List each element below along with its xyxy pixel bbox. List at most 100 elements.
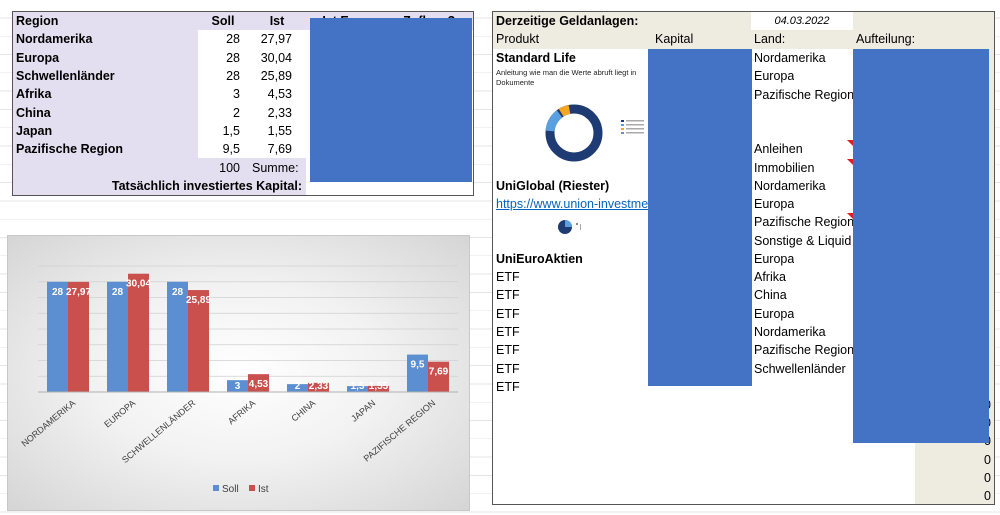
- data-label: 2: [295, 381, 301, 392]
- date-cell[interactable]: 04.03.2022: [751, 12, 853, 31]
- land-cell[interactable]: Pazifische Region: [754, 215, 855, 229]
- redaction-block-aufteilung: [853, 49, 989, 443]
- bar-soll[interactable]: [107, 281, 128, 392]
- sum-label[interactable]: Summe:: [248, 158, 306, 177]
- bar-soll[interactable]: [287, 384, 308, 392]
- cell-soll[interactable]: 28: [226, 32, 240, 47]
- data-label: 28: [112, 287, 124, 298]
- product-unieuroaktien[interactable]: UniEuroAktien: [496, 252, 583, 266]
- cell-region[interactable]: China: [13, 103, 198, 122]
- land-cell[interactable]: Europa: [754, 69, 795, 83]
- cell-ist[interactable]: 27,97: [260, 32, 292, 47]
- legend-label: Soll: [222, 484, 239, 495]
- cell-soll[interactable]: 3: [233, 87, 240, 102]
- bar-soll[interactable]: [167, 281, 188, 392]
- land-cell[interactable]: Pazifische Region: [754, 88, 855, 102]
- product-standard-life[interactable]: Standard Life: [496, 51, 576, 65]
- product-uniglobal[interactable]: UniGlobal (Riester): [496, 179, 610, 193]
- bar-ist[interactable]: [308, 382, 329, 392]
- bar-ist[interactable]: [368, 385, 389, 392]
- cell-soll[interactable]: 2: [233, 105, 240, 120]
- etf-row[interactable]: ETF: [496, 325, 520, 339]
- cell-soll[interactable]: 28: [226, 50, 240, 65]
- capital-label[interactable]: Tatsächlich investiertes Kapital:: [13, 176, 306, 195]
- land-cell[interactable]: Sonstige & Liquid: [754, 234, 852, 248]
- etf-row[interactable]: ETF: [496, 343, 520, 357]
- cell-ist[interactable]: 30,04: [260, 50, 292, 65]
- zero-cell[interactable]: 0: [984, 471, 991, 485]
- category-label: CHINA: [289, 398, 317, 424]
- cell-ist[interactable]: 25,89: [260, 69, 292, 84]
- land-cell[interactable]: China: [754, 288, 787, 302]
- bar-ist[interactable]: [248, 374, 269, 392]
- union-investment-link[interactable]: https://www.union-investment: [496, 197, 651, 211]
- bar-ist[interactable]: [68, 281, 89, 392]
- cell-region[interactable]: Afrika: [13, 85, 198, 104]
- data-label: 9,5: [411, 360, 425, 371]
- cell-region[interactable]: Pazifische Region: [13, 140, 198, 159]
- bar-ist[interactable]: [188, 290, 209, 392]
- cell-soll[interactable]: 1,5: [222, 123, 240, 138]
- bar-soll[interactable]: [407, 354, 428, 392]
- comment-indicator[interactable]: [847, 213, 853, 219]
- land-cell[interactable]: Afrika: [754, 270, 786, 284]
- land-cell[interactable]: Nordamerika: [754, 325, 826, 339]
- land-cell[interactable]: Europa: [754, 307, 795, 321]
- cell-ist[interactable]: 7,69: [267, 142, 292, 157]
- region-bar-chart[interactable]: 28 27,97 NORDAMERIKA 28 30,04 EUROPA 28 25,89 SC…: [7, 235, 470, 511]
- header-ist[interactable]: Ist: [248, 12, 306, 31]
- cell-region[interactable]: Europa: [13, 48, 198, 67]
- data-label: 30,04: [126, 279, 151, 290]
- investments-title[interactable]: Derzeitige Geldanlagen:: [493, 12, 994, 31]
- cell-ist[interactable]: 4,53: [267, 87, 292, 102]
- land-cell[interactable]: Nordamerika: [754, 179, 826, 193]
- data-label: 7,69: [429, 367, 449, 378]
- zero-cell[interactable]: 0: [984, 453, 991, 467]
- bar-soll[interactable]: [47, 281, 68, 392]
- cell-ist[interactable]: 1,55: [267, 123, 292, 138]
- etf-row[interactable]: ETF: [496, 380, 520, 394]
- bar-soll[interactable]: [227, 380, 248, 392]
- category-label: JAPAN: [349, 398, 377, 424]
- header-region[interactable]: Region: [13, 12, 198, 31]
- land-cell[interactable]: Nordamerika: [754, 51, 826, 65]
- data-label: 28: [172, 287, 184, 298]
- chart-canvas: 28 27,97NORDAMERIKA2830,04EUROPA2825,89SC…: [20, 265, 458, 495]
- cell-region[interactable]: Japan: [13, 121, 198, 141]
- investments-table: Derzeitige Geldanlagen: 04.03.2022 Produ…: [492, 11, 995, 505]
- zero-cell[interactable]: 0: [984, 489, 991, 503]
- comment-indicator[interactable]: [847, 140, 853, 146]
- cell-soll[interactable]: 9,5: [222, 142, 240, 157]
- cell-ist[interactable]: 2,33: [267, 105, 292, 120]
- header-kapital[interactable]: Kapital: [655, 32, 694, 47]
- redaction-block: [310, 18, 472, 182]
- land-cell[interactable]: Europa: [754, 252, 795, 266]
- cell-region[interactable]: Schwellenländer: [13, 66, 198, 86]
- cell-soll[interactable]: 28: [226, 69, 240, 84]
- data-label: 25,89: [186, 295, 211, 306]
- comment-indicator[interactable]: [847, 159, 853, 165]
- land-cell[interactable]: Schwellenländer: [754, 362, 846, 376]
- bar-ist[interactable]: [128, 273, 149, 392]
- header-aufteilung[interactable]: Aufteilung:: [856, 32, 916, 47]
- sum-value[interactable]: 100: [198, 158, 248, 177]
- land-cell[interactable]: Pazifische Region: [754, 343, 855, 357]
- header-land[interactable]: Land:: [754, 32, 786, 47]
- etf-row[interactable]: ETF: [496, 307, 520, 321]
- category-label: EUROPA: [102, 398, 137, 430]
- land-cell[interactable]: Europa: [754, 197, 795, 211]
- bar-soll[interactable]: [347, 386, 368, 392]
- header-produkt[interactable]: Produkt: [496, 32, 540, 47]
- land-cell[interactable]: Anleihen: [754, 142, 803, 156]
- etf-row[interactable]: ETF: [496, 288, 520, 302]
- etf-row[interactable]: ETF: [496, 270, 520, 284]
- legend-swatch: [249, 485, 255, 491]
- etf-row[interactable]: ETF: [496, 362, 520, 376]
- legend-swatch: [213, 485, 219, 491]
- bar-ist[interactable]: [428, 361, 449, 392]
- land-cell[interactable]: Immobilien: [754, 161, 815, 175]
- cell-region[interactable]: Nordamerika: [13, 30, 198, 49]
- header-soll[interactable]: Soll: [198, 12, 248, 31]
- category-label: NORDAMERIKA: [20, 398, 78, 449]
